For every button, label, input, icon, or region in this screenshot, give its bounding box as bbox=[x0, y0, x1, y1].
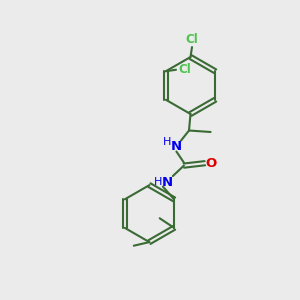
Text: N: N bbox=[162, 176, 173, 189]
Text: O: O bbox=[206, 157, 217, 170]
Text: Cl: Cl bbox=[186, 33, 198, 46]
Text: H: H bbox=[163, 136, 172, 147]
Text: N: N bbox=[171, 140, 182, 153]
Text: Cl: Cl bbox=[178, 63, 191, 76]
Text: H: H bbox=[154, 177, 162, 187]
